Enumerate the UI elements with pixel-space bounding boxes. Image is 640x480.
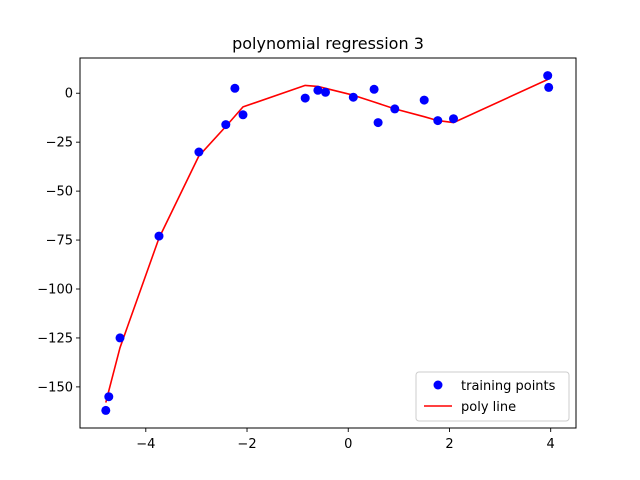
legend-label-training-points: training points xyxy=(461,379,556,394)
data-point-training xyxy=(300,93,310,103)
legend-label-poly-line: poly line xyxy=(461,400,516,415)
data-point-training xyxy=(449,114,458,124)
data-point-training xyxy=(390,104,400,114)
data-point-training xyxy=(313,85,323,95)
data-point-training xyxy=(433,116,443,126)
data-point-training xyxy=(321,87,330,97)
legend-frame xyxy=(415,371,570,422)
y-tick-label: 0 xyxy=(65,87,73,102)
chart-title: polynomial regression 3 xyxy=(232,34,424,53)
x-tick-label: −2 xyxy=(237,437,256,452)
data-point-training xyxy=(543,71,553,81)
x-axis: −4 −2 0 2 4 xyxy=(136,428,555,452)
x-tick-label: 4 xyxy=(547,437,555,452)
y-tick-label: −150 xyxy=(37,380,73,395)
x-tick-label: −4 xyxy=(136,437,155,452)
data-point-training xyxy=(544,82,554,92)
data-point-training xyxy=(373,118,383,128)
x-tick-label: 0 xyxy=(344,437,352,452)
data-point-training xyxy=(230,83,240,93)
data-point-training xyxy=(154,231,164,241)
y-tick-label: −75 xyxy=(46,234,73,249)
plot-area xyxy=(101,71,554,415)
axes-frame xyxy=(79,57,577,429)
data-point-training xyxy=(348,92,358,102)
x-tick-label: 2 xyxy=(445,437,453,452)
data-point-training xyxy=(101,405,111,415)
data-point-training xyxy=(194,147,204,157)
y-tick-label: −100 xyxy=(37,283,73,298)
y-tick-label: −125 xyxy=(37,331,73,346)
data-point-training xyxy=(221,120,231,130)
y-tick-label: −50 xyxy=(46,185,73,200)
point-layer xyxy=(101,71,554,415)
data-point-training xyxy=(238,110,248,120)
data-point-training xyxy=(369,84,379,94)
legend-marker-training-points xyxy=(433,380,443,390)
y-tick-label: −25 xyxy=(46,136,73,151)
legend: training points poly line xyxy=(415,371,570,422)
data-point-training xyxy=(104,392,114,402)
y-axis: 0 −25 −50 −75 −100 −125 −150 xyxy=(37,87,80,395)
data-point-training xyxy=(419,95,429,105)
data-point-training xyxy=(115,333,125,343)
